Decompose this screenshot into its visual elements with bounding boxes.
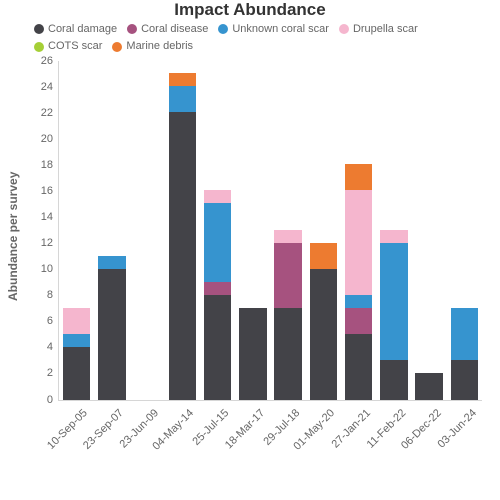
bar-segment xyxy=(415,373,442,399)
stacked-bar xyxy=(310,243,337,400)
bar-column xyxy=(376,61,411,400)
bar-segment xyxy=(98,269,125,400)
y-axis-label: Abundance per survey xyxy=(6,172,20,301)
legend: Coral damage Coral disease Unknown coral s… xyxy=(0,20,500,61)
ytick-label: 16 xyxy=(41,185,59,197)
bar-segment xyxy=(63,347,90,399)
bar-segment xyxy=(204,203,231,281)
bar-segment xyxy=(169,112,196,400)
ytick-label: 20 xyxy=(41,133,59,145)
bar-segment xyxy=(451,360,478,399)
bar-segment xyxy=(63,308,90,334)
impact-abundance-chart: Impact Abundance Coral damage Coral disea… xyxy=(0,0,500,500)
bar-segment xyxy=(98,256,125,269)
legend-label: COTS scar xyxy=(48,39,102,54)
stacked-bar xyxy=(380,230,407,400)
bar-column xyxy=(165,61,200,400)
stacked-bar xyxy=(415,373,442,399)
legend-label: Coral damage xyxy=(48,22,117,37)
bar-segment xyxy=(345,164,372,190)
bar-column xyxy=(94,61,129,400)
bar-column xyxy=(341,61,376,400)
bar-segment xyxy=(274,243,301,308)
stacked-bar xyxy=(169,73,196,400)
ytick-label: 6 xyxy=(47,315,59,327)
ytick-label: 24 xyxy=(41,81,59,93)
chart-title: Impact Abundance xyxy=(0,0,500,20)
legend-swatch xyxy=(34,42,44,52)
bar-column xyxy=(271,61,306,400)
bar-segment xyxy=(274,308,301,400)
bar-column xyxy=(130,61,165,400)
bar-segment xyxy=(274,230,301,243)
stacked-bar xyxy=(345,164,372,399)
stacked-bar xyxy=(274,230,301,400)
stacked-bar xyxy=(98,256,125,400)
bar-segment xyxy=(310,269,337,400)
legend-item: COTS scar xyxy=(34,39,102,54)
ytick-label: 12 xyxy=(41,237,59,249)
bar-segment xyxy=(63,334,90,347)
ytick-label: 2 xyxy=(47,367,59,379)
legend-swatch xyxy=(218,24,228,34)
bars-container xyxy=(59,61,482,400)
bar-segment xyxy=(310,243,337,269)
legend-label: Unknown coral scar xyxy=(232,22,329,37)
bar-segment xyxy=(345,190,372,295)
stacked-bar xyxy=(63,308,90,400)
plot-area: 02468101214161820222426 xyxy=(58,61,482,401)
legend-item: Coral disease xyxy=(127,22,208,37)
ytick-label: 8 xyxy=(47,289,59,301)
bar-segment xyxy=(345,308,372,334)
ytick-label: 22 xyxy=(41,107,59,119)
legend-swatch xyxy=(34,24,44,34)
legend-item: Drupella scar xyxy=(339,22,418,37)
legend-swatch xyxy=(339,24,349,34)
bar-segment xyxy=(380,360,407,399)
ytick-label: 10 xyxy=(41,263,59,275)
ytick-label: 26 xyxy=(41,55,59,67)
bar-segment xyxy=(345,295,372,308)
bar-column xyxy=(235,61,270,400)
legend-item: Marine debris xyxy=(112,39,193,54)
bar-segment xyxy=(204,282,231,295)
bar-segment xyxy=(380,243,407,361)
bar-segment xyxy=(380,230,407,243)
stacked-bar xyxy=(204,190,231,399)
ytick-label: 14 xyxy=(41,211,59,223)
legend-item: Unknown coral scar xyxy=(218,22,329,37)
legend-label: Coral disease xyxy=(141,22,208,37)
legend-swatch xyxy=(127,24,137,34)
bar-column xyxy=(412,61,447,400)
stacked-bar xyxy=(239,308,266,400)
bar-segment xyxy=(169,73,196,86)
bar-segment xyxy=(239,308,266,400)
x-axis-labels: 10-Sep-0523-Sep-0723-Jun-0904-May-1425-J… xyxy=(58,401,482,473)
bar-segment xyxy=(345,334,372,399)
stacked-bar xyxy=(451,308,478,400)
legend-label: Drupella scar xyxy=(353,22,418,37)
bar-column xyxy=(306,61,341,400)
ytick-label: 4 xyxy=(47,341,59,353)
bar-segment xyxy=(204,190,231,203)
legend-label: Marine debris xyxy=(126,39,193,54)
ytick-label: 18 xyxy=(41,159,59,171)
bar-column xyxy=(59,61,94,400)
bar-segment xyxy=(451,308,478,360)
bar-segment xyxy=(204,295,231,400)
legend-swatch xyxy=(112,42,122,52)
bar-segment xyxy=(169,86,196,112)
bar-column xyxy=(447,61,482,400)
legend-item: Coral damage xyxy=(34,22,117,37)
bar-column xyxy=(200,61,235,400)
